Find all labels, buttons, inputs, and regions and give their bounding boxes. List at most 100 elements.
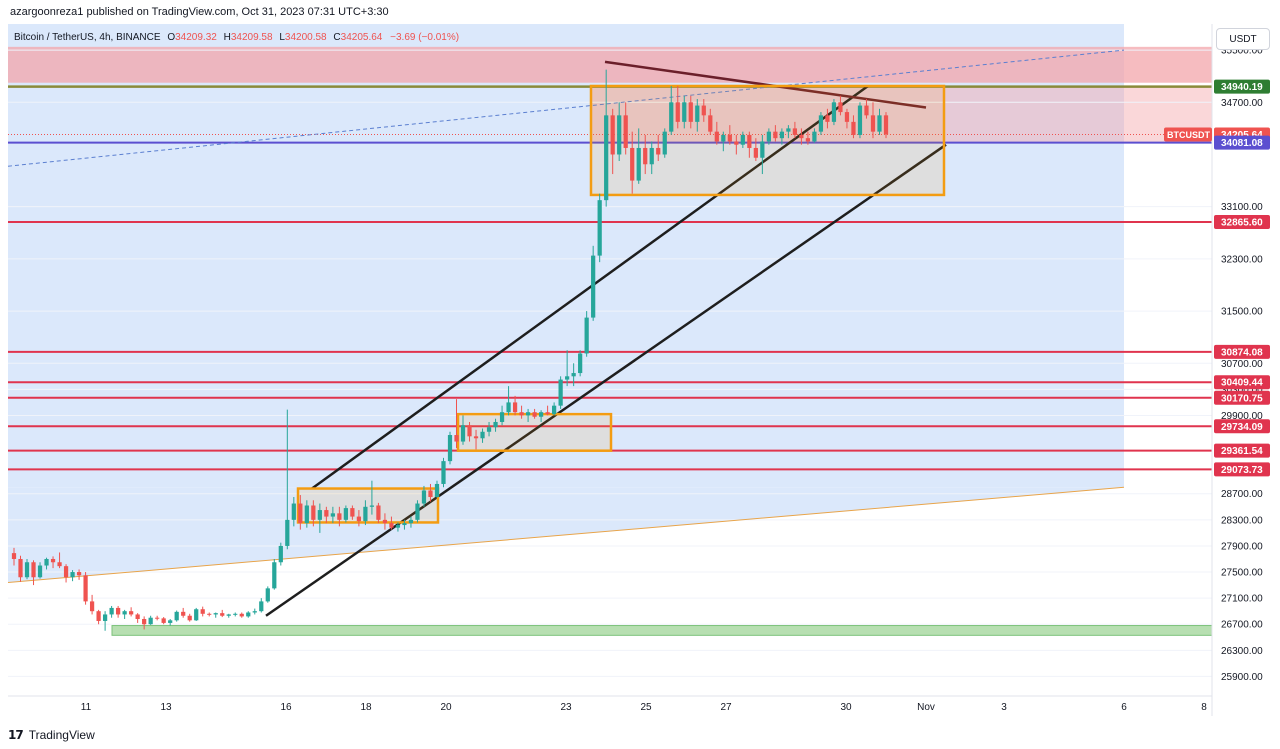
candle (760, 134, 765, 175)
price-tick-label: 32300.00 (1221, 254, 1263, 265)
candle (11, 547, 17, 566)
candle-body (558, 379, 563, 406)
candle (695, 99, 700, 132)
legend-c-label: C (333, 32, 340, 43)
candles (11, 69, 889, 631)
candle-body (376, 505, 381, 520)
price-label-bg (1214, 344, 1270, 359)
tradingview-logo[interactable]: 17 TradingView (8, 726, 95, 744)
candle (779, 128, 784, 145)
descending-resistance (604, 60, 927, 109)
candle (591, 245, 596, 321)
candle (317, 503, 322, 533)
price-tick-label: 26300.00 (1221, 646, 1263, 657)
candle-body (675, 102, 680, 122)
candle-body (298, 503, 303, 524)
dashed-trendline (7, 49, 1125, 167)
candle (96, 609, 101, 625)
candle-body (643, 147, 648, 165)
candle-body (578, 353, 583, 374)
candle-body (525, 412, 531, 416)
candle (31, 560, 36, 586)
price-tick-label: 31500.00 (1221, 307, 1263, 318)
legend-l-label: L (279, 32, 285, 43)
grid (8, 49, 1212, 677)
candle-body (695, 105, 700, 122)
price-label-bg (1214, 462, 1270, 477)
candle (181, 607, 186, 618)
candle-body (369, 505, 375, 507)
candle-body (129, 611, 134, 615)
candle (213, 612, 218, 618)
candle (532, 408, 537, 419)
price-tick-label: 27900.00 (1221, 541, 1263, 552)
candle (259, 598, 264, 613)
candle (740, 131, 745, 148)
candle-body (870, 115, 876, 132)
price-label: 29734.09 (1214, 419, 1270, 434)
price-tick-label: 26700.00 (1221, 620, 1263, 631)
candle-body (252, 611, 257, 613)
publish-info: azargoonreza1 published on TradingView.c… (10, 6, 389, 18)
candle-body (773, 131, 778, 139)
candle (675, 85, 680, 129)
candle-body (213, 613, 218, 615)
price-label-bg (1214, 79, 1270, 94)
candle-body (486, 427, 492, 432)
candle-body (395, 525, 401, 528)
price-label-bg (1214, 214, 1270, 229)
candle-body (786, 128, 791, 132)
candle-body (831, 102, 837, 122)
candle-body (838, 102, 843, 113)
candle (76, 569, 82, 580)
candle (304, 500, 309, 528)
candle (883, 112, 889, 139)
price-axis[interactable]: 35500.00 34700.00 33100.00 32300.00 31500.00… (1164, 46, 1270, 683)
price-tick-label: 29900.00 (1221, 411, 1263, 422)
price-tick-label: 34700.00 (1221, 98, 1263, 109)
candle-body (447, 435, 453, 462)
long-trendline (7, 486, 1125, 583)
time-tick-label: 23 (560, 702, 572, 713)
price-label: 34940.19 (1214, 79, 1270, 94)
candle (337, 506, 342, 527)
price-label-text: 30409.44 (1221, 378, 1263, 389)
time-tick-label: 16 (280, 702, 292, 713)
candle (148, 615, 153, 625)
candle (571, 363, 576, 387)
candle-body (727, 134, 732, 142)
candle-body (304, 505, 309, 524)
candle (89, 594, 95, 615)
candle (272, 558, 277, 590)
candle (552, 402, 557, 416)
candle (864, 99, 869, 119)
candle (24, 558, 30, 580)
price-tick-label: 33100.00 (1221, 202, 1263, 213)
candle (747, 131, 752, 158)
candle-body (89, 601, 95, 612)
candle (226, 613, 231, 618)
time-tick-label: 27 (720, 702, 732, 713)
currency-button[interactable]: USDT (1216, 28, 1270, 50)
channel-upper (311, 84, 869, 490)
candle (734, 134, 739, 155)
candle-body (311, 505, 316, 520)
candle (369, 480, 375, 515)
price-label-bg (1214, 443, 1270, 458)
price-label-bg (1214, 135, 1270, 150)
candle-body (721, 134, 726, 142)
time-tick-label: 13 (160, 702, 172, 713)
candle-body (343, 508, 348, 520)
candle (701, 99, 706, 122)
candle (578, 350, 583, 377)
candle-body (161, 618, 166, 623)
time-axis[interactable]: 11 13 16 18 20 23 25 27 30 Nov 3 6 8 (81, 702, 1207, 713)
candle-body (467, 425, 472, 437)
candle (356, 510, 362, 527)
legend-c-value: 34205.64 (341, 32, 383, 43)
candle-body (571, 373, 576, 377)
candle (831, 99, 837, 126)
candle-body (636, 147, 641, 181)
price-tick-label: 30700.00 (1221, 359, 1263, 370)
